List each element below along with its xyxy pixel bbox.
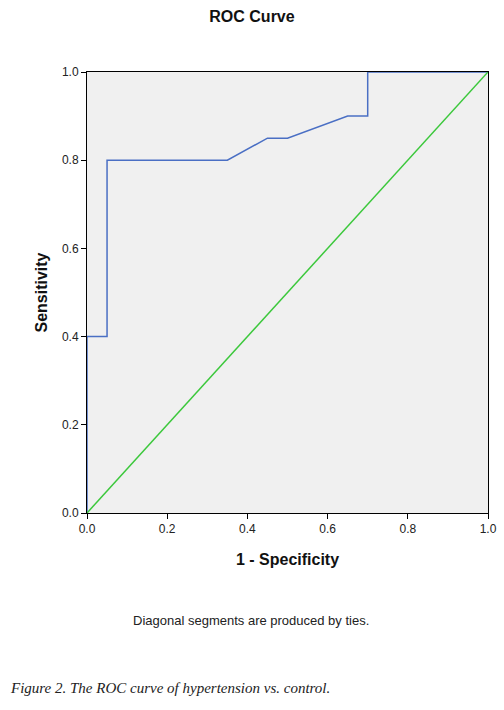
svg-text:0.0: 0.0 [79, 522, 96, 536]
svg-text:1.0: 1.0 [480, 522, 497, 536]
svg-text:0.0: 0.0 [62, 506, 79, 520]
svg-text:1.0: 1.0 [62, 65, 79, 79]
svg-text:0.8: 0.8 [399, 522, 416, 536]
svg-text:0.4: 0.4 [239, 522, 256, 536]
svg-text:0.8: 0.8 [62, 153, 79, 167]
svg-text:1 - Specificity: 1 - Specificity [236, 551, 339, 568]
svg-text:0.2: 0.2 [159, 522, 176, 536]
svg-text:0.4: 0.4 [62, 330, 79, 344]
svg-text:0.2: 0.2 [62, 418, 79, 432]
svg-text:0.6: 0.6 [62, 242, 79, 256]
svg-text:0.6: 0.6 [319, 522, 336, 536]
svg-text:ROC Curve: ROC Curve [209, 8, 294, 25]
svg-text:Diagonal segments are produced: Diagonal segments are produced by ties. [133, 613, 369, 628]
svg-text:Sensitivity: Sensitivity [33, 252, 50, 332]
svg-text:Figure 2. The ROC curve of hyp: Figure 2. The ROC curve of hypertension … [10, 680, 330, 696]
